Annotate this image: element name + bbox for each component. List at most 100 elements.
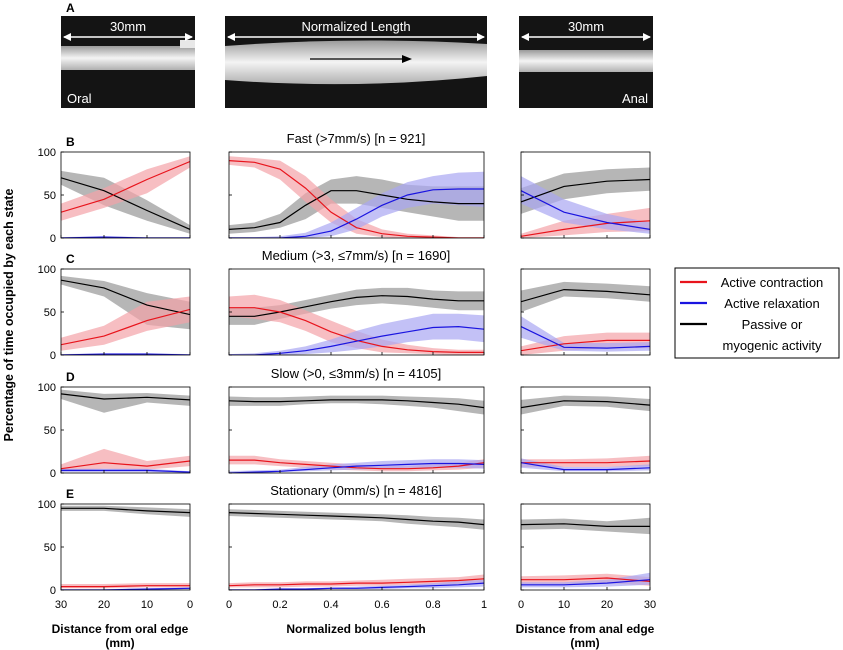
anal-scale-label: 30mm bbox=[568, 19, 604, 34]
relaxation-confidence-band bbox=[521, 572, 650, 588]
panel-a: A 30mm Oral Normalized Length bbox=[61, 1, 653, 108]
passive-confidence-band bbox=[229, 509, 484, 530]
x-tick-label: 0 bbox=[187, 599, 193, 611]
y-axis-label: Percentage of time occupied by each stat… bbox=[2, 189, 16, 442]
y-tick-label: 100 bbox=[38, 499, 56, 511]
x-axis-label-anal: Distance from anal edge (mm) bbox=[516, 622, 655, 650]
x-tick-label: 1 bbox=[481, 599, 487, 611]
arrow-right-icon bbox=[477, 33, 485, 41]
subplot-anal bbox=[520, 268, 651, 356]
passive-confidence-band bbox=[61, 170, 190, 234]
relaxation-mean-line bbox=[61, 236, 190, 238]
contraction-confidence-band bbox=[61, 156, 190, 221]
panel-letter: D bbox=[66, 370, 75, 384]
legend: Active contraction Active relaxation Passi… bbox=[674, 267, 840, 359]
subplot-norm: 0 0.2 0.4 0.6 0.8 1 bbox=[226, 503, 487, 611]
legend-item: Active contraction bbox=[680, 275, 823, 290]
x-tick-label: 20 bbox=[98, 599, 110, 611]
y-tick-label: 50 bbox=[44, 307, 56, 319]
contraction-confidence-band bbox=[229, 156, 484, 238]
oral-image: 30mm Oral bbox=[61, 16, 195, 108]
contraction-mean-line bbox=[521, 577, 650, 582]
y-tick-label: 50 bbox=[44, 425, 56, 437]
contraction-mean-line bbox=[61, 160, 190, 213]
oral-label: Oral bbox=[67, 91, 92, 106]
subplot-anal: 0 10 20 30 bbox=[518, 503, 656, 611]
passive-confidence-band bbox=[521, 517, 650, 535]
passive-mean-line bbox=[521, 288, 650, 303]
oral-scale-label: 30mm bbox=[110, 19, 146, 34]
x-tick-label: 30 bbox=[644, 599, 656, 611]
panel-title: Fast (>7mm/s) [n = 921] bbox=[287, 131, 426, 146]
legend-label: Active relaxation bbox=[724, 296, 819, 311]
anal-image: 30mm Anal bbox=[519, 16, 653, 108]
normalized-scale-label: Normalized Length bbox=[301, 19, 410, 34]
passive-mean-line bbox=[229, 512, 484, 526]
passive-mean-line bbox=[61, 279, 190, 316]
relaxation-mean-line bbox=[61, 587, 190, 590]
contraction-mean-line bbox=[521, 220, 650, 237]
passive-mean-line bbox=[61, 393, 190, 401]
subplot-norm bbox=[228, 151, 485, 239]
panel-letter: E bbox=[66, 487, 74, 501]
contraction-confidence-band bbox=[61, 448, 190, 472]
x-axis-label-normalized: Normalized bolus length bbox=[286, 622, 425, 636]
relaxation-mean-line bbox=[229, 462, 484, 473]
panel-title: Slow (>0, ≤3mm/s) [n = 4105] bbox=[271, 366, 441, 381]
relaxation-confidence-band bbox=[521, 176, 650, 234]
panel-title: Stationary (0mm/s) [n = 4816] bbox=[270, 483, 442, 498]
legend-item: Passive or myogenic activity bbox=[680, 317, 822, 353]
relaxation-mean-line bbox=[229, 582, 484, 590]
x-tick-label: 0 bbox=[226, 599, 232, 611]
x-tick-label: 10 bbox=[141, 599, 153, 611]
arrow-left-icon bbox=[521, 33, 529, 41]
relaxation-mean-line bbox=[521, 190, 650, 230]
subplot-norm bbox=[228, 386, 485, 474]
passive-mean-line bbox=[521, 523, 650, 528]
x-tick-label: 0 bbox=[518, 599, 524, 611]
subplot-anal bbox=[520, 151, 651, 239]
contraction-mean-line bbox=[229, 160, 484, 238]
panel-letter: B bbox=[66, 135, 75, 149]
passive-confidence-band bbox=[521, 281, 650, 312]
contraction-confidence-band bbox=[61, 296, 190, 351]
subplot-oral: 0 50 100 bbox=[38, 147, 191, 245]
passive-mean-line bbox=[521, 178, 650, 203]
passive-mean-line bbox=[521, 400, 650, 409]
y-tick-label: 0 bbox=[50, 468, 56, 480]
y-tick-label: 0 bbox=[50, 233, 56, 245]
relaxation-confidence-band bbox=[229, 313, 484, 355]
passive-mean-line bbox=[229, 295, 484, 317]
x-tick-label: 10 bbox=[558, 599, 570, 611]
panel-b: B Fast (>7mm/s) [n = 921] 0 50 100 bbox=[38, 131, 651, 245]
y-tick-label: 100 bbox=[38, 147, 56, 159]
panel-letter: C bbox=[66, 252, 75, 266]
relaxation-mean-line bbox=[229, 188, 484, 238]
contraction-mean-line bbox=[521, 460, 650, 464]
x-tick-label: 20 bbox=[601, 599, 613, 611]
contraction-mean-line bbox=[61, 585, 190, 588]
subplot-anal bbox=[520, 386, 651, 474]
x-tick-label: 0.6 bbox=[374, 599, 389, 611]
passive-mean-line bbox=[229, 399, 484, 409]
arrow-left-icon bbox=[63, 33, 71, 41]
relaxation-mean-line bbox=[521, 326, 650, 349]
x-axis-label-oral: Distance from oral edge (mm) bbox=[52, 622, 189, 650]
relaxation-mean-line bbox=[521, 462, 650, 471]
arrow-right-icon bbox=[185, 33, 193, 41]
passive-confidence-band bbox=[229, 395, 484, 415]
y-tick-label: 0 bbox=[50, 350, 56, 362]
axes-frame bbox=[60, 503, 191, 591]
anal-label: Anal bbox=[622, 91, 648, 106]
relaxation-mean-line bbox=[229, 325, 484, 355]
x-tick-label: 0.4 bbox=[323, 599, 338, 611]
subplot-norm bbox=[228, 268, 485, 356]
relaxation-mean-line bbox=[521, 579, 650, 586]
panel-d: D Slow (>0, ≤3mm/s) [n = 4105] 0 50 100 bbox=[38, 366, 651, 480]
legend-label: Active contraction bbox=[721, 275, 824, 290]
y-tick-label: 100 bbox=[38, 264, 56, 276]
relaxation-confidence-band bbox=[229, 579, 484, 590]
